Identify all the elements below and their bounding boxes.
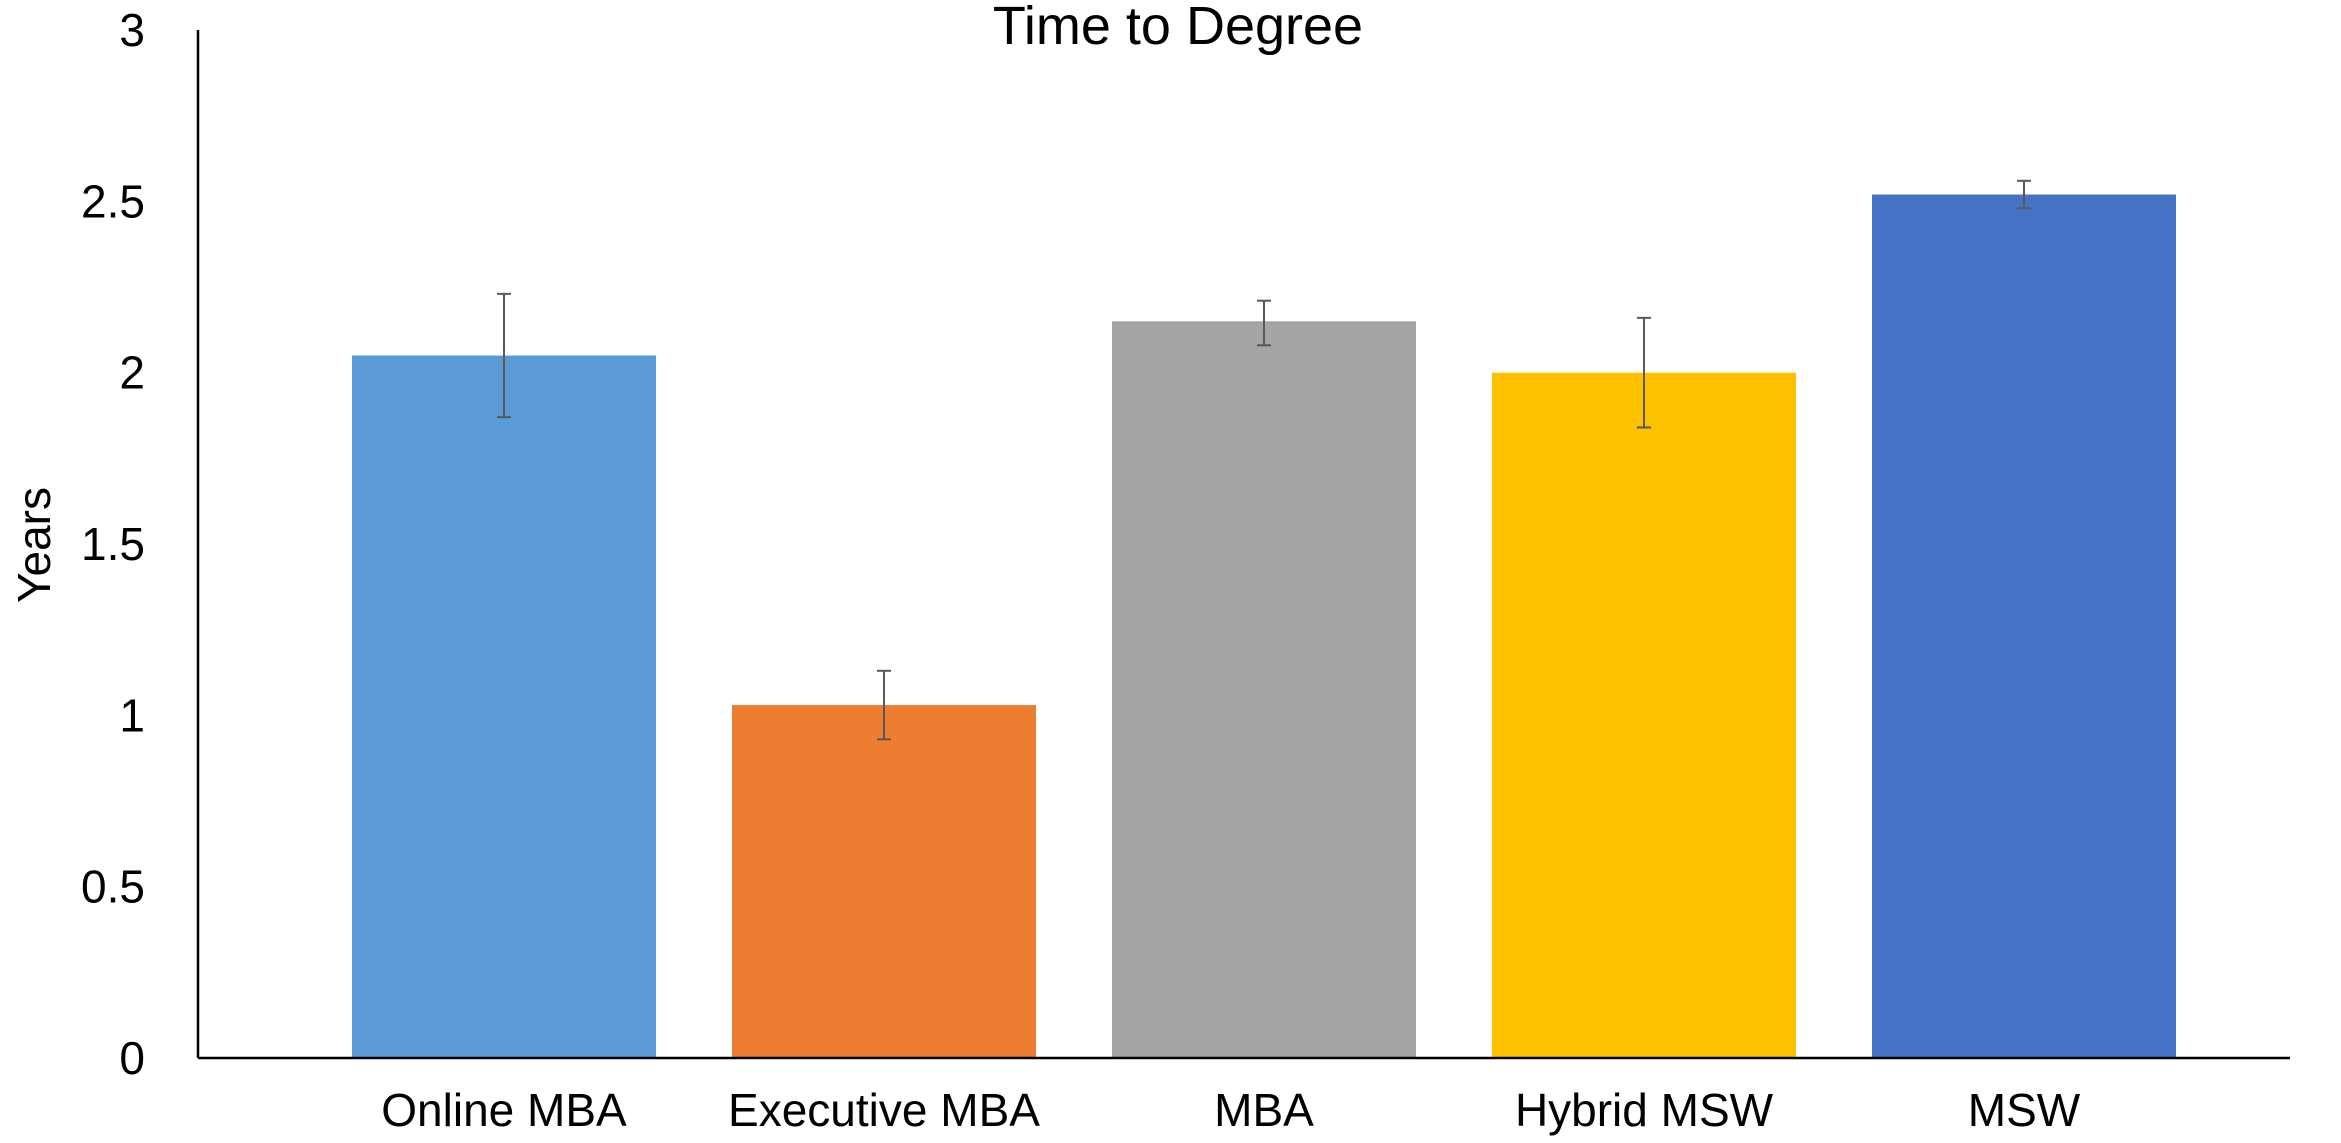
error-bars <box>497 179 2031 741</box>
chart-title: Time to Degree <box>993 0 1363 56</box>
y-tick-label: 1.5 <box>81 518 145 570</box>
x-tick-label: MBA <box>1214 1084 1314 1136</box>
x-tick-label: MSW <box>1968 1084 2081 1136</box>
y-axis-ticks: 0 0.5 1 1.5 2 2.5 3 <box>81 4 145 1084</box>
bar <box>1872 194 2176 1059</box>
bar <box>732 705 1036 1058</box>
bar <box>1112 321 1416 1058</box>
y-tick-label: 0.5 <box>81 861 145 913</box>
bars <box>352 194 2176 1059</box>
y-axis-label: Years <box>8 487 60 603</box>
y-tick-label: 3 <box>119 4 145 56</box>
x-tick-label: Executive MBA <box>728 1084 1040 1136</box>
bar <box>352 355 656 1058</box>
x-axis-tick-labels: Online MBA Executive MBA MBA Hybrid MSW MSW <box>381 1084 2081 1136</box>
y-tick-label: 2.5 <box>81 175 145 227</box>
x-tick-label: Online MBA <box>381 1084 627 1136</box>
y-tick-label: 0 <box>119 1032 145 1084</box>
bar <box>1492 372 1796 1059</box>
x-tick-label: Hybrid MSW <box>1515 1084 1774 1136</box>
y-tick-label: 1 <box>119 689 145 741</box>
y-tick-label: 2 <box>119 347 145 399</box>
